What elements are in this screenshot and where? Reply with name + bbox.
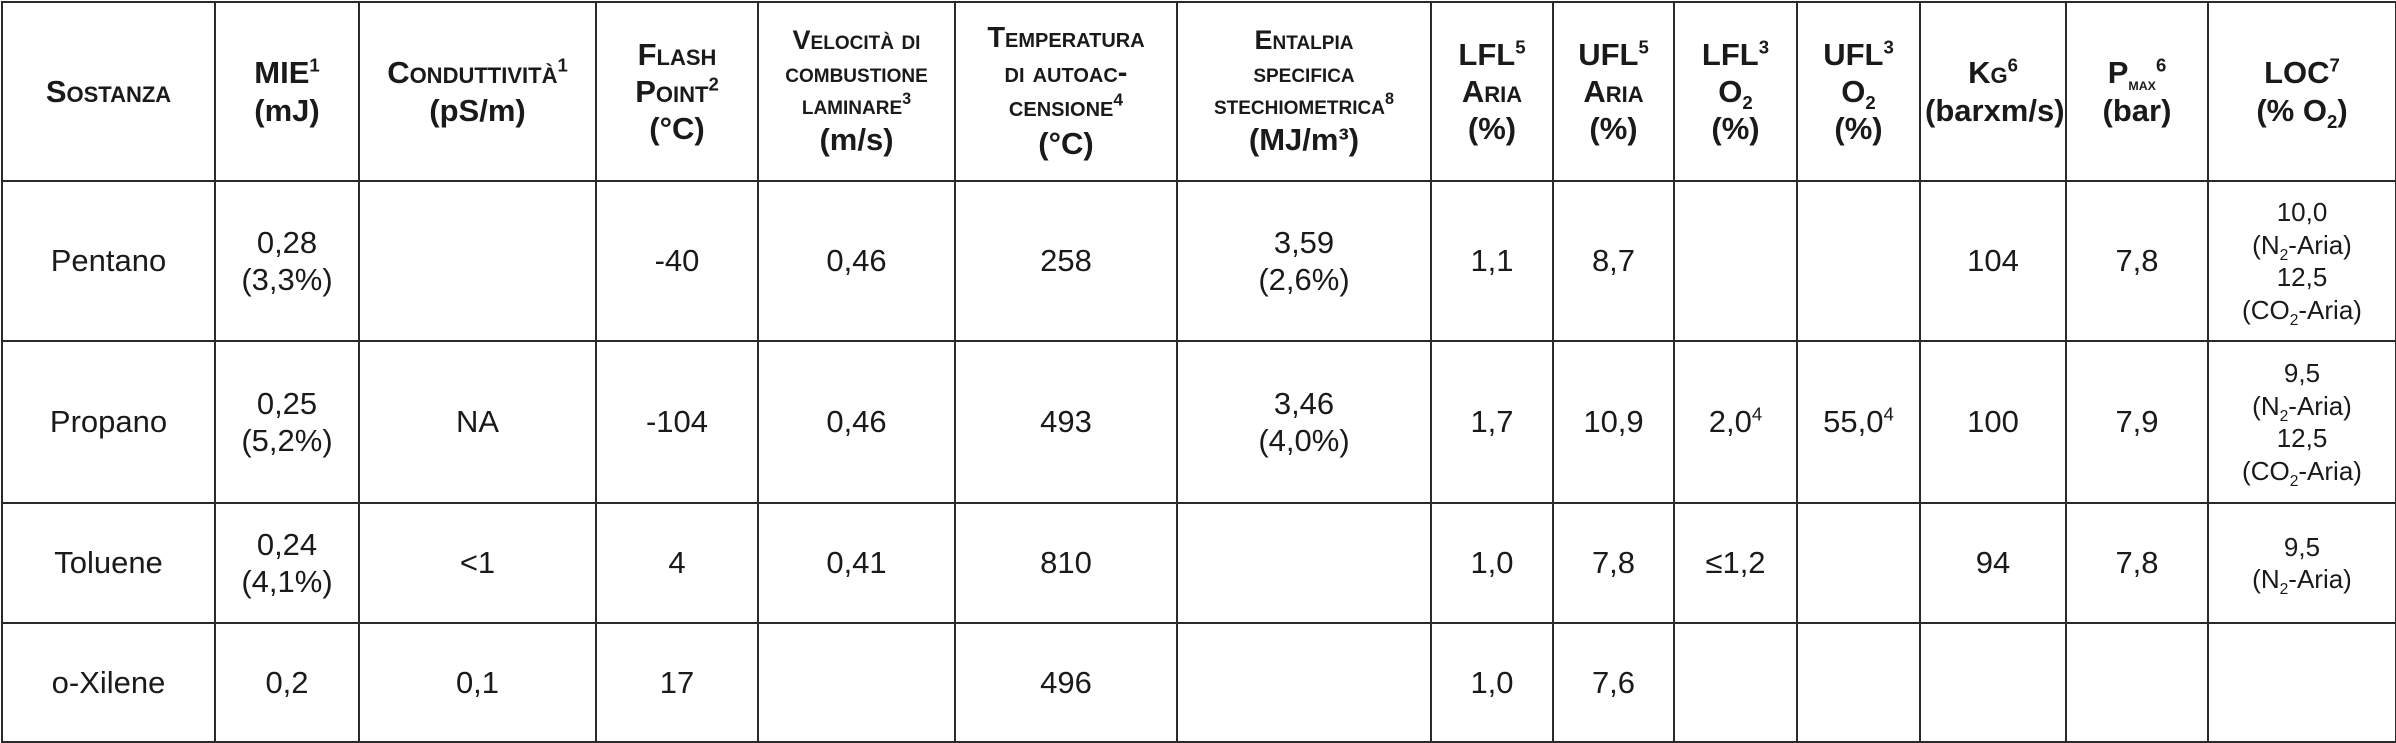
header-velocita-combustione: Velocità di combustione laminare3 (m/s) [757, 1, 956, 182]
cell-lfl-aria: 1,0 [1430, 622, 1554, 743]
cell-sostanza: Pentano [1, 180, 216, 342]
table-row: Toluene 0,24 (4,1%) <1 4 0,41 810 1,0 7,8… [1, 502, 2396, 624]
cell-entalpia: 3,59 (2,6%) [1176, 180, 1432, 342]
cell-lfl-aria: 1,7 [1430, 340, 1554, 504]
cell-pmax [2065, 622, 2209, 743]
header-ufl-aria: UFL5 Aria (%) [1552, 1, 1675, 182]
cell-velocita: 0,41 [757, 502, 956, 624]
header-flash-point: Flash Point2 (°C) [595, 1, 759, 182]
header-mie: MIE1 (mJ) [214, 1, 360, 182]
cell-lfl-o2: ≤1,2 [1673, 502, 1798, 624]
cell-entalpia [1176, 502, 1432, 624]
cell-flash-point: -104 [595, 340, 759, 504]
cell-mie: 0,2 [214, 622, 360, 743]
cell-temperatura: 258 [954, 180, 1178, 342]
cell-entalpia [1176, 622, 1432, 743]
cell-lfl-aria: 1,1 [1430, 180, 1554, 342]
cell-velocita [757, 622, 956, 743]
cell-kg: 100 [1919, 340, 2067, 504]
cell-ufl-aria: 10,9 [1552, 340, 1675, 504]
cell-mie: 0,25 (5,2%) [214, 340, 360, 504]
header-conduttivita: Conduttività1 (pS/m) [358, 1, 597, 182]
cell-lfl-aria: 1,0 [1430, 502, 1554, 624]
cell-temperatura: 496 [954, 622, 1178, 743]
header-pmax: PMAX6 (bar) [2065, 1, 2209, 182]
cell-conduttivita: NA [358, 340, 597, 504]
cell-loc: 10,0 (N2-Aria) 12,5 (CO2-Aria) [2207, 180, 2396, 342]
cell-temperatura: 493 [954, 340, 1178, 504]
header-ufl-o2: UFL3 O2 (%) [1796, 1, 1921, 182]
header-kg: Kg6 (barxm/s) [1919, 1, 2067, 182]
cell-loc [2207, 622, 2396, 743]
cell-lfl-o2 [1673, 180, 1798, 342]
cell-lfl-o2 [1673, 622, 1798, 743]
cell-kg: 104 [1919, 180, 2067, 342]
cell-lfl-o2: 2,04 [1673, 340, 1798, 504]
table-row: Propano 0,25 (5,2%) NA -104 0,46 493 3,46… [1, 340, 2396, 504]
cell-pmax: 7,8 [2065, 502, 2209, 624]
cell-mie: 0,28 (3,3%) [214, 180, 360, 342]
cell-ufl-aria: 8,7 [1552, 180, 1675, 342]
header-loc: LOC7 (% O2) [2207, 1, 2396, 182]
cell-ufl-o2 [1796, 502, 1921, 624]
cell-entalpia: 3,46 (4,0%) [1176, 340, 1432, 504]
cell-kg: 94 [1919, 502, 2067, 624]
cell-sostanza: o-Xilene [1, 622, 216, 743]
cell-ufl-aria: 7,6 [1552, 622, 1675, 743]
cell-ufl-aria: 7,8 [1552, 502, 1675, 624]
cell-pmax: 7,9 [2065, 340, 2209, 504]
header-sostanza: Sostanza [1, 1, 216, 182]
cell-flash-point: 4 [595, 502, 759, 624]
cell-loc: 9,5 (N2-Aria) 12,5 (CO2-Aria) [2207, 340, 2396, 504]
cell-sostanza: Toluene [1, 502, 216, 624]
cell-mie: 0,24 (4,1%) [214, 502, 360, 624]
cell-velocita: 0,46 [757, 180, 956, 342]
cell-velocita: 0,46 [757, 340, 956, 504]
cell-conduttivita: <1 [358, 502, 597, 624]
table-row: Pentano 0,28 (3,3%) -40 0,46 258 3,59 (2,6… [1, 180, 2396, 342]
table-row: o-Xilene 0,2 0,1 17 496 1,0 7,6 [1, 622, 2396, 743]
cell-ufl-o2 [1796, 622, 1921, 743]
header-row: Sostanza MIE1 (mJ) Conduttività1 (pS/m) … [1, 1, 2396, 182]
cell-kg [1919, 622, 2067, 743]
cell-ufl-o2: 55,04 [1796, 340, 1921, 504]
header-lfl-aria: LFL5 Aria (%) [1430, 1, 1554, 182]
header-entalpia-specifica: Entalpia specifica stechiometrica8 (MJ/m… [1176, 1, 1432, 182]
cell-conduttivita: 0,1 [358, 622, 597, 743]
cell-ufl-o2 [1796, 180, 1921, 342]
cell-pmax: 7,8 [2065, 180, 2209, 342]
cell-conduttivita [358, 180, 597, 342]
header-lfl-o2: LFL3 O2 (%) [1673, 1, 1798, 182]
cell-loc: 9,5 (N2-Aria) [2207, 502, 2396, 624]
cell-flash-point: -40 [595, 180, 759, 342]
cell-flash-point: 17 [595, 622, 759, 743]
cell-temperatura: 810 [954, 502, 1178, 624]
cell-sostanza: Propano [1, 340, 216, 504]
header-temperatura-autoaccensione: Temperatura di autoac- censione4 (°C) [954, 1, 1178, 182]
